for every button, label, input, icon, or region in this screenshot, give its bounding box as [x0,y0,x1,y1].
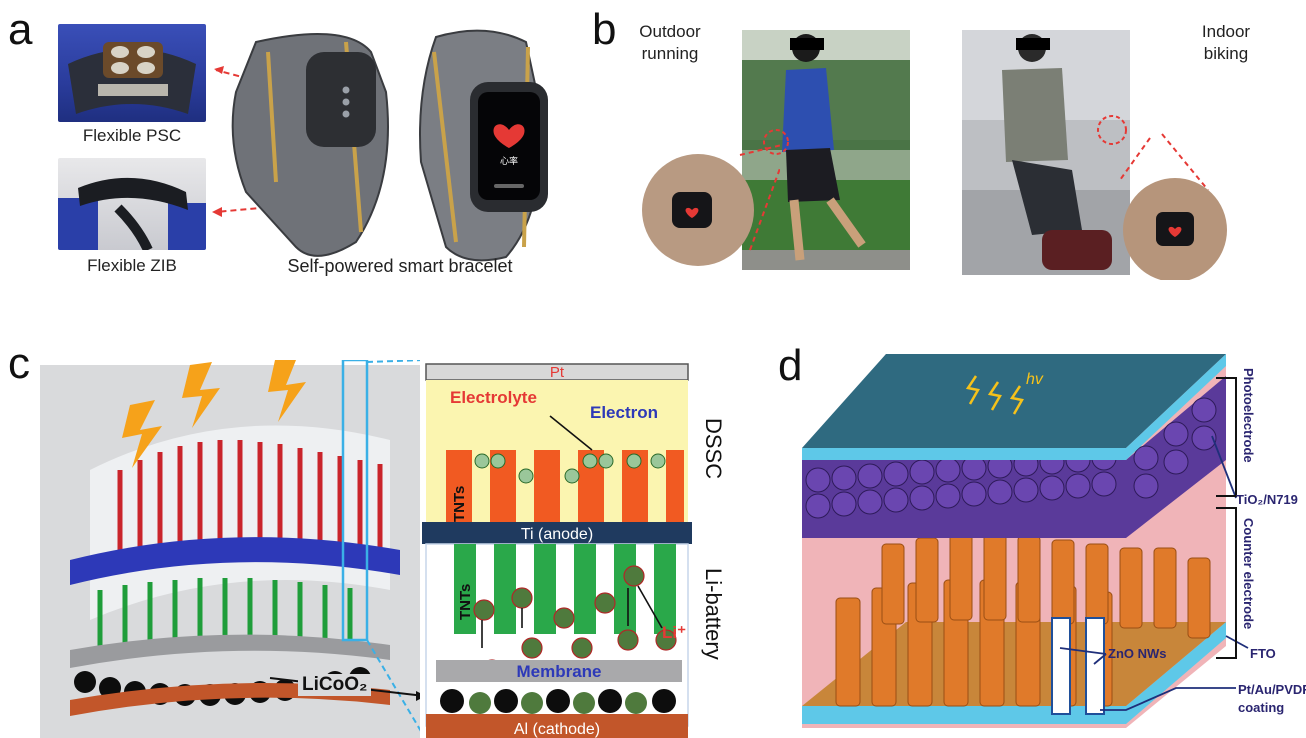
li-plus-label: Li⁺ [662,623,686,642]
dssc-battery-schematic: Pt Electrolyte Electron TNTs Ti (anode) … [422,363,726,738]
outdoor-running-photo [742,30,910,270]
electron-label: Electron [590,403,658,422]
licoo2-label: LiCoO₂ [298,674,372,696]
caption-biking: biking [1203,44,1249,63]
photoelectrode-label: Photoelectrode [1241,368,1256,463]
caption-outdoor: Outdoor [639,22,701,41]
coating-label: coating [1238,700,1285,715]
membrane-label: Membrane [516,662,601,681]
panel-label-b: b [592,5,617,54]
outdoor-zoom-inset [642,144,780,266]
caption-flexible-psc: Flexible PSC [82,126,182,145]
panel-d-labels: Photoelectrode Counter electrode [1241,368,1256,629]
bracelet-illustration: 心率 [212,29,548,262]
al-cathode-label: Al (cathode) [514,721,600,738]
flexible-psc-photo [58,24,206,122]
caption-indoor: Indoor [1201,22,1251,41]
indoor-biking-photo [962,30,1130,275]
pt-label: Pt [550,364,565,381]
flexible-zib-photo [58,158,206,250]
bracelet-screen-text: 心率 [500,155,518,166]
panel-label-a: a [8,5,33,54]
zib-film-illustration [58,177,206,250]
counter-electrode-label: Counter electrode [1241,518,1256,629]
tio2-n719-label: TiO₂/N719 [1236,492,1298,507]
caption-flexible-zib: Flexible ZIB [87,256,177,275]
psc-film-illustration [68,42,196,114]
ti-anode-label: Ti (anode) [521,526,593,543]
electrolyte-label: Electrolyte [450,388,537,407]
caption-running: running [641,44,699,63]
indoor-zoom-inset [1119,133,1227,280]
hv-label: hv [1026,371,1044,388]
zno-nws-label: ZnO NWs [1108,646,1167,661]
panel-label-c: c [8,339,30,388]
dssc-label: DSSC [701,418,726,479]
panel-label-d: d [778,341,803,390]
tnts-bottom-label: TNTs [457,584,474,620]
tnts-top-label: TNTs [451,486,468,522]
photoelectrode-3d-illustration: hv [802,354,1249,728]
fto-label: FTO [1250,646,1276,661]
caption-smart-bracelet: Self-powered smart bracelet [287,256,513,276]
li-battery-label: Li-battery [701,568,726,660]
pt-au-pvdf-label: Pt/Au/PVDF [1238,682,1306,697]
